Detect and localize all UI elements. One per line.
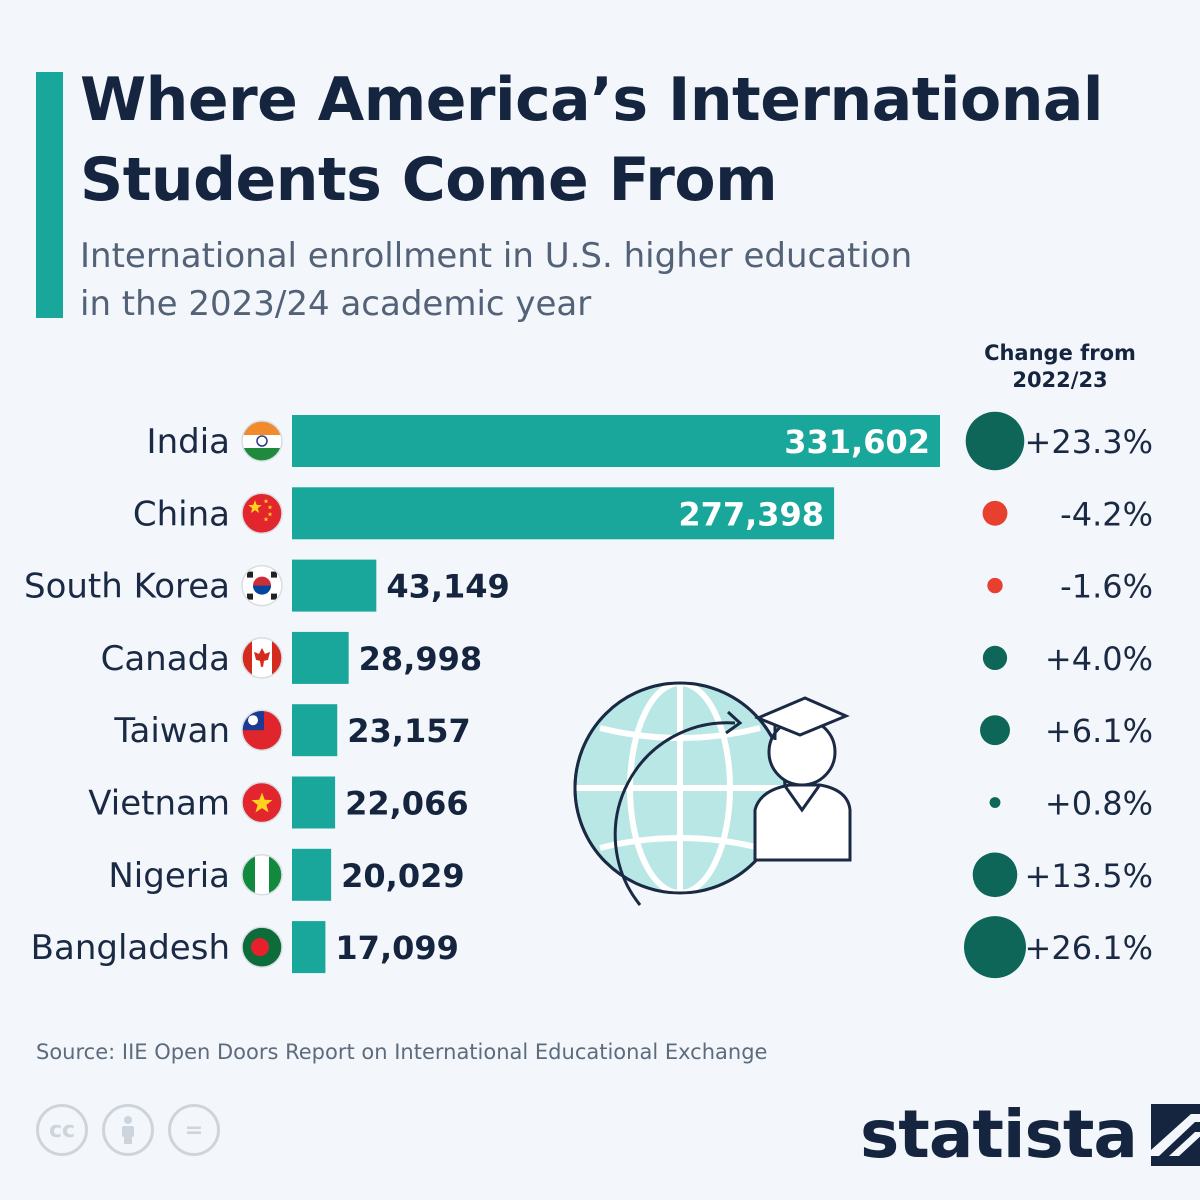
value-label: 17,099 <box>335 929 458 967</box>
bar-row-nigeria: Nigeria 20,029 +13.5% <box>108 848 1153 901</box>
value-label: 277,398 <box>678 495 824 533</box>
bar-row-india: India 331,602 +23.3% <box>147 411 1153 471</box>
page-subtitle: International enrollment in U.S. higher … <box>80 236 913 324</box>
change-label: +23.3% <box>1025 423 1153 461</box>
change-label: +6.1% <box>1045 712 1153 750</box>
category-label: India <box>147 422 230 462</box>
license-icons: cc = <box>36 1104 220 1156</box>
value-label: 23,157 <box>347 712 470 750</box>
category-label: Vietnam <box>88 784 230 824</box>
vietnam-flag-icon <box>241 781 283 824</box>
statista-mark-icon <box>1150 1103 1200 1166</box>
title-accent-bar <box>36 72 63 318</box>
china-flag-icon <box>241 492 283 535</box>
attribution-icon[interactable] <box>102 1104 154 1156</box>
change-bubble <box>982 500 1008 526</box>
category-label: South Korea <box>24 567 230 607</box>
taiwan-flag-icon <box>241 709 283 751</box>
south-korea-flag-icon <box>241 564 283 607</box>
change-bubble <box>989 797 1001 808</box>
creative-commons-icon[interactable]: cc <box>36 1104 88 1156</box>
value-label: 28,998 <box>359 640 482 678</box>
change-bubble <box>965 411 1025 471</box>
change-column-header: Change from 2022/23 <box>984 341 1136 392</box>
change-bubble <box>987 577 1003 594</box>
category-label: Canada <box>101 639 230 679</box>
no-derivatives-icon[interactable]: = <box>168 1104 220 1156</box>
nigeria-flag-icon <box>241 854 283 896</box>
category-label: Taiwan <box>113 711 230 751</box>
bar-nigeria <box>292 848 332 901</box>
canada-flag-icon <box>241 637 283 679</box>
value-label: 43,149 <box>386 568 509 606</box>
bar-vietnam <box>292 776 336 829</box>
bar-india <box>292 415 940 467</box>
source-note: Source: IIE Open Doors Report on Interna… <box>36 1040 768 1064</box>
bar-china <box>292 487 835 540</box>
category-label: Nigeria <box>108 856 230 896</box>
change-label: +26.1% <box>1025 929 1153 967</box>
bar-bangladesh <box>292 921 326 974</box>
bar-canada <box>292 631 349 684</box>
bar-row-bangladesh: Bangladesh 17,099 +26.1% <box>31 916 1153 979</box>
bar-row-china: China 277,398 -4.2% <box>133 487 1153 540</box>
change-label: -1.6% <box>1060 568 1153 606</box>
bangladesh-flag-icon <box>241 926 283 968</box>
bar-row-taiwan: Taiwan 23,157 +6.1% <box>113 704 1153 757</box>
change-bubble <box>982 645 1008 671</box>
bar-south-korea <box>292 559 377 612</box>
category-label: China <box>133 494 230 534</box>
enrollment-bar-chart: India 331,602 +23.3% China 277,398 -4.2% South… <box>24 411 1153 979</box>
value-label: 20,029 <box>341 857 464 895</box>
page-title: Where America’s International Students C… <box>80 65 1103 215</box>
value-label: 22,066 <box>345 785 468 823</box>
change-bubble <box>980 715 1010 746</box>
globe-graduate-icon <box>573 680 852 906</box>
change-label: +0.8% <box>1045 785 1153 823</box>
change-label: +4.0% <box>1045 640 1153 678</box>
statista-logo[interactable]: statista <box>860 1096 1200 1173</box>
bar-row-south-korea: South Korea 43,149 -1.6% <box>24 559 1153 612</box>
bar-row-vietnam: Vietnam 22,066 +0.8% <box>88 776 1153 829</box>
category-label: Bangladesh <box>31 928 230 968</box>
change-label: -4.2% <box>1060 495 1153 533</box>
change-label: +13.5% <box>1025 857 1153 895</box>
bar-taiwan <box>292 704 338 757</box>
india-flag-icon <box>241 420 283 462</box>
change-bubble <box>964 916 1026 979</box>
value-label: 331,602 <box>784 423 930 461</box>
change-bubble <box>972 852 1018 898</box>
bar-row-canada: Canada 28,998 +4.0% <box>101 631 1153 684</box>
brand-wordmark: statista <box>860 1096 1138 1173</box>
